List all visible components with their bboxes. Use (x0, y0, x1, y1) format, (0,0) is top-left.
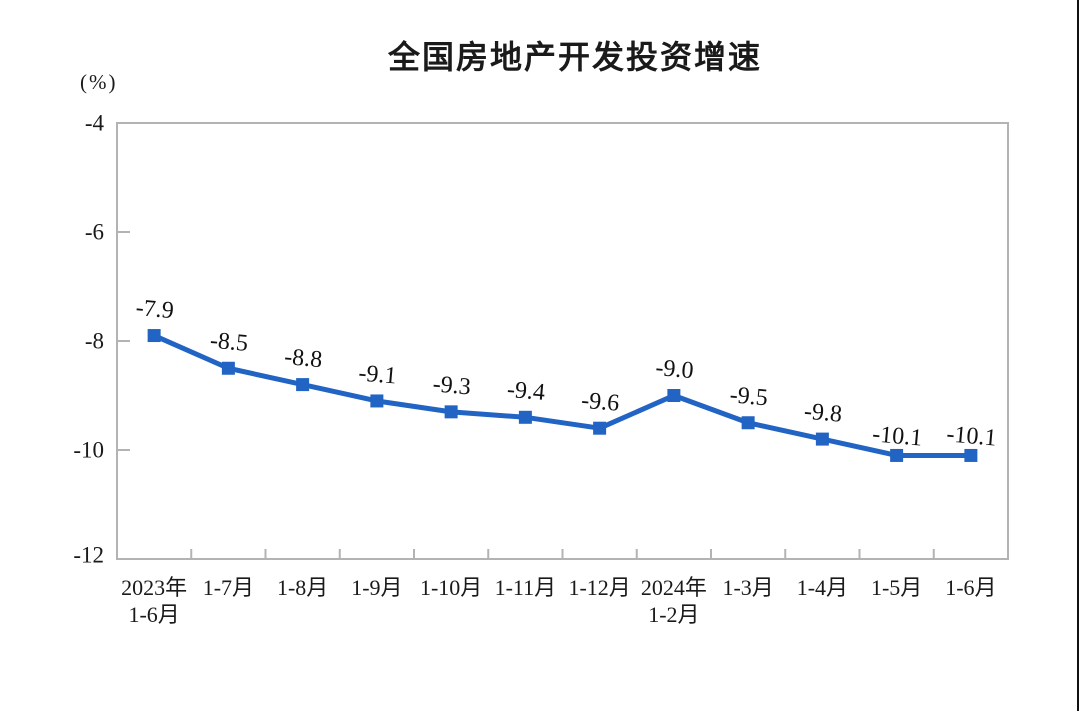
data-point-marker (593, 421, 607, 435)
x-axis-category-label: 1-4月 (797, 575, 848, 600)
data-point-label: -9.4 (506, 377, 546, 406)
data-point-label: -9.8 (803, 399, 843, 428)
data-point-label: -8.8 (283, 344, 323, 373)
data-point-label: -7.9 (135, 295, 175, 324)
plot-area-border (116, 122, 1009, 560)
data-point-marker (221, 361, 235, 375)
x-axis-category-label: 1-9月 (351, 575, 402, 600)
data-point-marker (444, 405, 458, 419)
data-point-marker (370, 394, 384, 408)
data-point-marker (667, 389, 681, 402)
y-axis-tick-label: -12 (73, 543, 104, 568)
data-point-label: -9.3 (432, 371, 472, 400)
y-axis-unit-label: (%) (80, 70, 118, 94)
x-axis-category-label: 1-11月 (495, 575, 557, 600)
data-point-label: -9.5 (729, 382, 769, 411)
x-axis-category-label: 1-10月 (420, 575, 482, 600)
data-point-marker (815, 432, 829, 446)
data-point-marker (518, 410, 532, 424)
data-point-marker (890, 448, 904, 462)
screenshot-right-border (1077, 0, 1079, 711)
x-axis-category-label: 2024年 1-2月 (641, 575, 707, 627)
y-axis-tick-label: -10 (73, 438, 104, 463)
y-axis-tick-label: -8 (85, 329, 104, 354)
y-axis-tick-label: -6 (85, 220, 104, 245)
x-axis-category-label: 1-7月 (203, 575, 254, 600)
data-point-marker (964, 448, 978, 462)
x-axis-category-label: 1-12月 (568, 575, 630, 600)
x-axis-category-label: 2023年 1-6月 (121, 575, 187, 627)
data-point-label: -8.5 (209, 328, 249, 357)
x-axis-category-label: 1-5月 (871, 575, 922, 600)
y-axis-tick-label: -4 (85, 111, 105, 136)
data-point-label: -10.1 (871, 421, 923, 451)
data-line (153, 333, 971, 458)
data-point-label: -10.1 (945, 421, 997, 451)
chart-title: 全国房地产开发投资增速 (387, 39, 762, 75)
x-axis-category-label: 1-6月 (945, 575, 996, 600)
data-point-label: -9.1 (357, 360, 397, 389)
x-axis-category-label: 1-8月 (277, 575, 328, 600)
data-point-label: -9.0 (654, 355, 694, 384)
data-point-marker (296, 378, 310, 392)
data-point-label: -9.6 (580, 388, 620, 417)
x-axis-category-label: 1-3月 (722, 575, 773, 600)
data-point-marker (741, 416, 755, 430)
data-point-marker (147, 329, 161, 343)
